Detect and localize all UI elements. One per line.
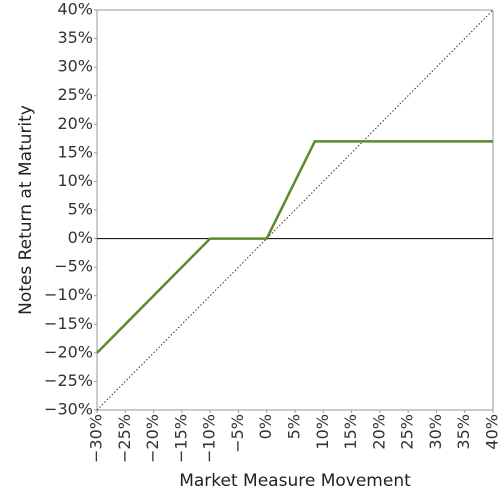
x-tick-label: −30% [87,414,106,463]
x-tick-label: −10% [200,414,219,463]
x-tick-label: 5% [285,414,304,439]
y-tick-label: −20% [44,342,93,361]
y-tick-label: −15% [44,314,93,333]
x-tick-label: 15% [341,414,360,450]
x-tick-label: 25% [398,414,417,450]
y-tick-label: −5% [54,257,93,276]
y-tick-label: 25% [57,85,93,104]
y-tick-label: 30% [57,57,93,76]
y-tick-label: −10% [44,285,93,304]
y-tick-label: −25% [44,371,93,390]
x-tick-label: 20% [369,414,388,450]
y-tick-label: 15% [57,142,93,161]
y-axis-title: Notes Return at Maturity [16,105,36,315]
x-tick-label: −20% [143,414,162,463]
x-axis-title: Market Measure Movement [179,471,411,491]
x-tick-label: −5% [228,414,247,453]
x-tick-label: 10% [313,414,332,450]
y-tick-label: −30% [44,400,93,419]
x-tick-label: 40% [483,414,500,450]
y-tick-label: 20% [57,114,93,133]
x-tick-label: −15% [171,414,190,463]
x-tick-label: 30% [426,414,445,450]
reference-diagonal [96,9,494,411]
y-tick-label: 10% [57,171,93,190]
x-tick-label: 0% [256,414,275,439]
y-tick-label: 40% [57,0,93,19]
y-tick-label: 5% [68,200,93,219]
x-tick-label: −25% [115,414,134,463]
y-tick-label: 0% [68,228,93,247]
y-tick-label: 35% [57,28,93,47]
payoff-line [96,140,493,354]
x-tick-label: 35% [454,414,473,450]
